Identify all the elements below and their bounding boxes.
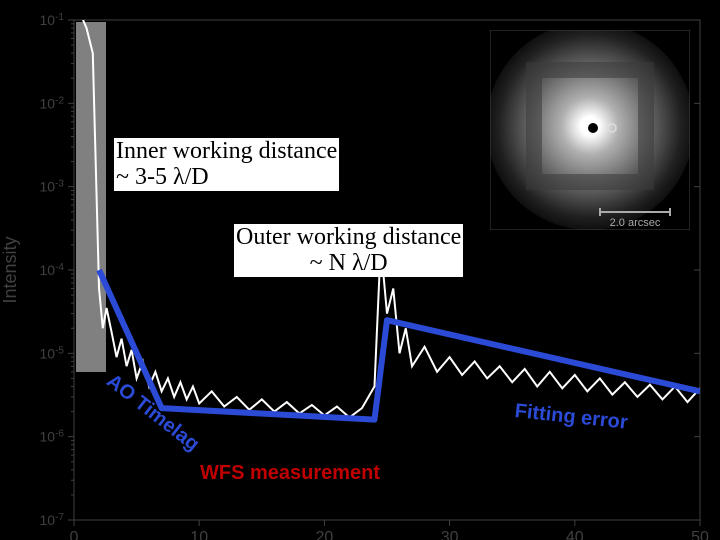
svg-text:40: 40 xyxy=(566,529,584,540)
svg-text:2.0 arcsec: 2.0 arcsec xyxy=(610,217,661,229)
svg-text:Intensity: Intensity xyxy=(0,236,20,303)
svg-text:10: 10 xyxy=(190,529,208,540)
svg-text:0: 0 xyxy=(70,529,79,540)
inner-working-distance-label: Inner working distance ~ 3-5 λ/D xyxy=(114,138,339,191)
svg-text:30: 30 xyxy=(441,529,459,540)
wfs-measurement-label: WFS measurement xyxy=(200,462,380,485)
outer-line1: Outer working distance xyxy=(236,224,461,250)
svg-text:20: 20 xyxy=(316,529,334,540)
svg-text:50: 50 xyxy=(691,529,709,540)
inner-line1: Inner working distance xyxy=(116,138,337,164)
inner-line2: ~ 3-5 λ/D xyxy=(116,164,209,190)
outer-line2: ~ N λ/D xyxy=(310,250,388,276)
outer-working-distance-label: Outer working distance ~ N λ/D xyxy=(234,224,463,277)
